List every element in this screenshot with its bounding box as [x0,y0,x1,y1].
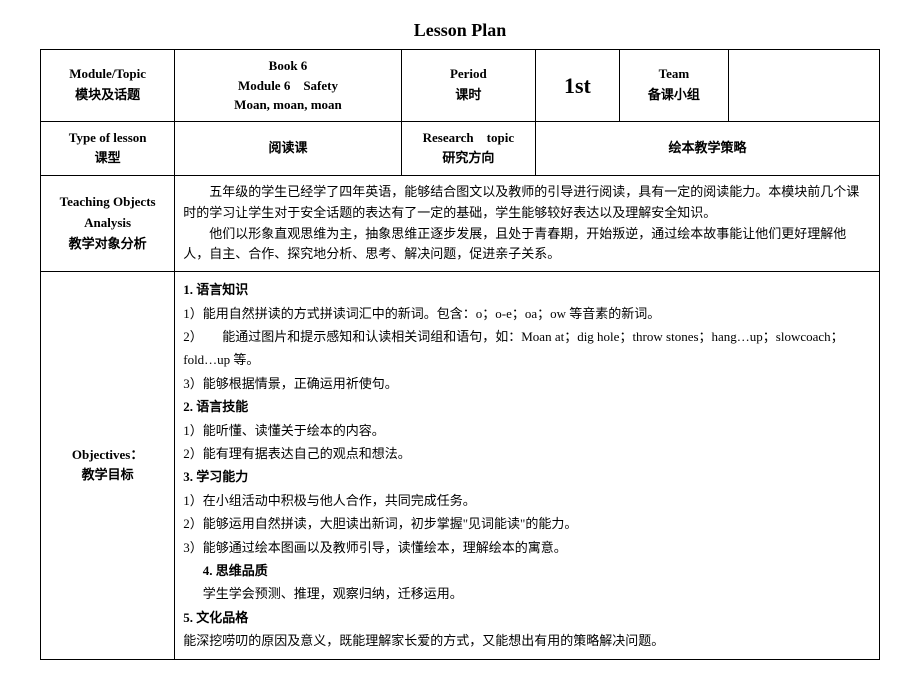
obj-s1-3: 3）能够根据情景，正确运用祈使句。 [183,372,871,395]
obj-s3-head: 3. 学习能力 [183,465,871,488]
obj-s1-2: 2） 能通过图片和提示感知和认读相关词组和语句，如：Moan at；dig ho… [183,325,871,372]
cell-type-label: Type of lesson 课型 [41,121,175,176]
team-label-en: Team [628,64,720,85]
cell-objectives-label: Objectives： 教学目标 [41,272,175,659]
obj-s1-1: 1）能用自然拼读的方式拼读词汇中的新词。包含：o；o-e；oa；ow 等音素的新… [183,302,871,325]
obj-s2-2: 2）能有理有据表达自己的观点和想法。 [183,442,871,465]
module-label-en: Module/Topic [49,64,166,85]
page-title: Lesson Plan [40,20,880,41]
cell-period-label: Period 课时 [401,50,535,122]
analysis-label-cn: 教学对象分析 [49,234,166,255]
cell-analysis-value: 五年级的学生已经学了四年英语，能够结合图文以及教师的引导进行阅读，具有一定的阅读… [175,176,880,272]
type-label-en: Type of lesson [49,128,166,149]
obj-s4-1: 学生学会预测、推理，观察归纳，迁移运用。 [183,582,871,605]
row-objectives: Objectives： 教学目标 1. 语言知识 1）能用自然拼读的方式拼读词汇… [41,272,880,659]
row-module: Module/Topic 模块及话题 Book 6 Module 6 Safet… [41,50,880,122]
period-label-en: Period [410,64,527,85]
cell-objectives-value: 1. 语言知识 1）能用自然拼读的方式拼读词汇中的新词。包含：o；o-e；oa；… [175,272,880,659]
obj-s3-3: 3）能够通过绘本图画以及教师引导，读懂绘本，理解绘本的寓意。 [183,536,871,559]
obj-s2-1: 1）能听懂、读懂关于绘本的内容。 [183,419,871,442]
obj-s1-head: 1. 语言知识 [183,278,871,301]
type-label-cn: 课型 [49,148,166,169]
row-analysis: Teaching Objects Analysis 教学对象分析 五年级的学生已… [41,176,880,272]
obj-s4-head: 4. 思维品质 [183,559,871,582]
cell-module-value: Book 6 Module 6 Safety Moan, moan, moan [175,50,402,122]
period-value: 1st [564,73,591,98]
cell-period-value: 1st [535,50,619,122]
module-line2: Module 6 Safety [238,78,338,93]
objectives-label-en: Objectives： [49,445,166,466]
cell-team-value [728,50,879,122]
analysis-p2: 他们以形象直观思维为主，抽象思维正逐步发展，且处于青春期，开始叛逆，通过绘本故事… [183,224,871,266]
row-type: Type of lesson 课型 阅读课 Research topic 研究方… [41,121,880,176]
module-label-cn: 模块及话题 [49,85,166,106]
cell-team-label: Team 备课小组 [619,50,728,122]
obj-s5-1: 能深挖唠叨的原因及意义，既能理解家长爱的方式，又能想出有用的策略解决问题。 [183,629,871,652]
analysis-label-en: Teaching Objects Analysis [49,192,166,234]
obj-s5-head: 5. 文化品格 [183,606,871,629]
research-label-en: Research topic [410,128,527,149]
obj-s3-2: 2）能够运用自然拼读，大胆读出新词，初步掌握"见词能读"的能力。 [183,512,871,535]
module-line1: Book 6 [269,58,308,73]
period-label-cn: 课时 [410,85,527,106]
research-value: 绘本教学策略 [668,140,746,155]
module-line3: Moan, moan, moan [234,97,342,112]
obj-s2-head: 2. 语言技能 [183,395,871,418]
cell-type-value: 阅读课 [175,121,402,176]
cell-research-value: 绘本教学策略 [535,121,879,176]
obj-s3-1: 1）在小组活动中积极与他人合作，共同完成任务。 [183,489,871,512]
cell-module-label: Module/Topic 模块及话题 [41,50,175,122]
cell-analysis-label: Teaching Objects Analysis 教学对象分析 [41,176,175,272]
cell-research-label: Research topic 研究方向 [401,121,535,176]
analysis-p1: 五年级的学生已经学了四年英语，能够结合图文以及教师的引导进行阅读，具有一定的阅读… [183,182,871,224]
type-value: 阅读课 [268,140,307,155]
lesson-plan-table: Module/Topic 模块及话题 Book 6 Module 6 Safet… [40,49,880,660]
objectives-label-cn: 教学目标 [49,465,166,486]
research-label-cn: 研究方向 [410,148,527,169]
team-label-cn: 备课小组 [628,85,720,106]
